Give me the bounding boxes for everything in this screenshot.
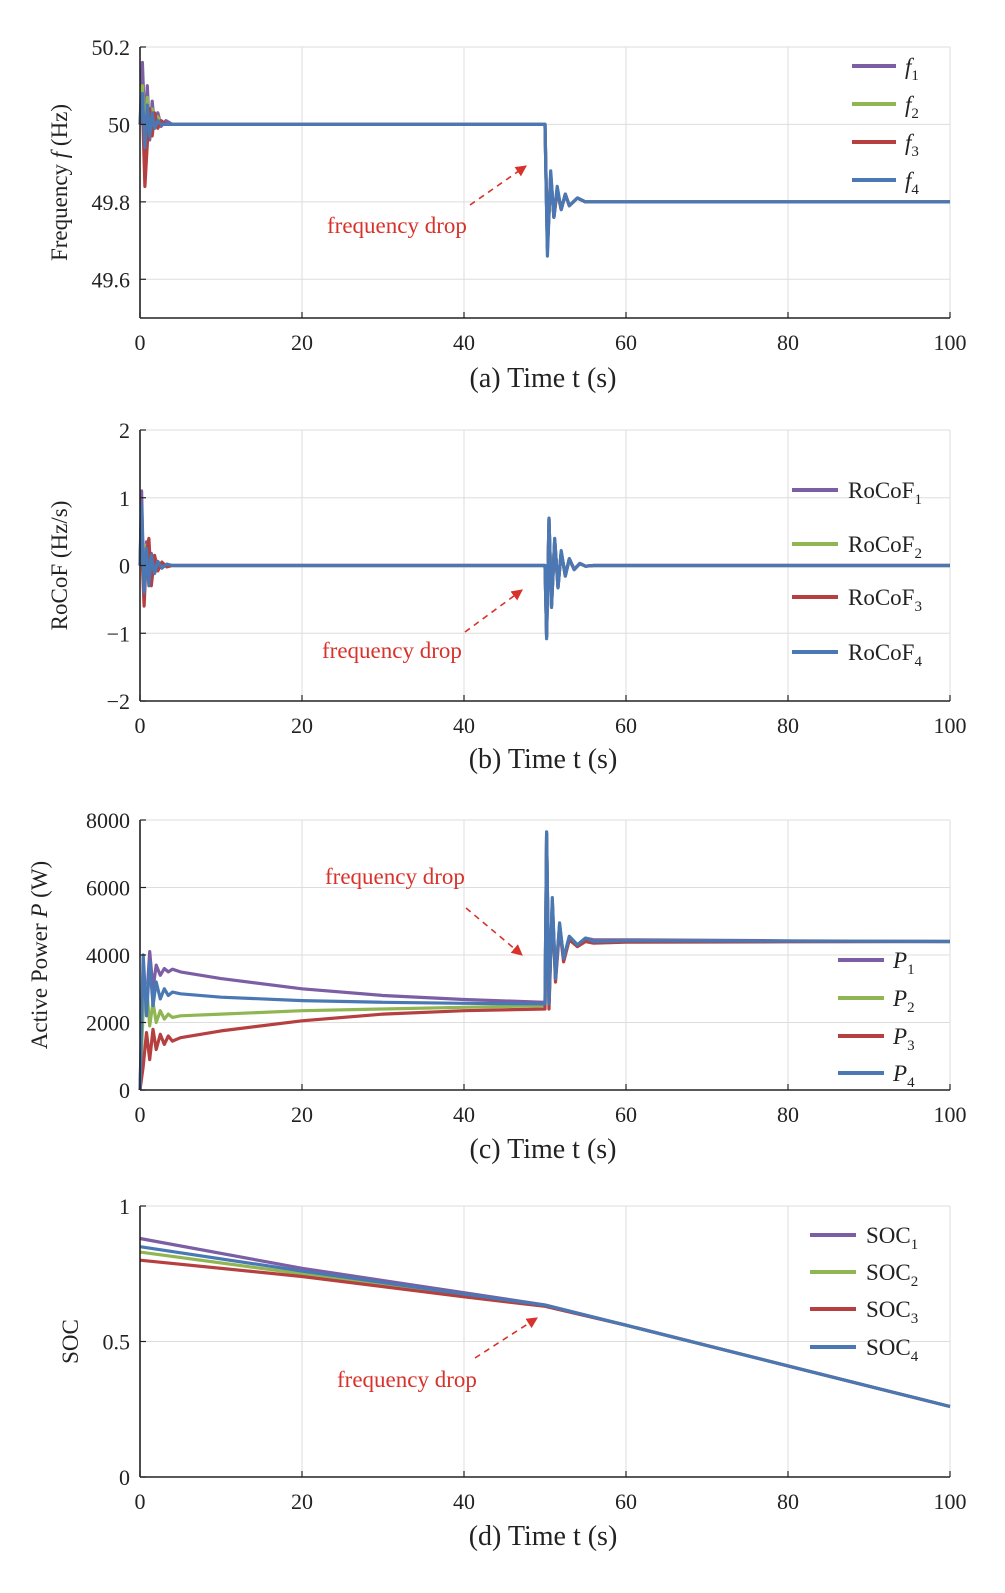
legend-label: RoCoF3 [848, 585, 922, 615]
y-tick-label: 0 [119, 1078, 130, 1103]
y-tick-label: 2000 [86, 1011, 130, 1036]
x-tick-label: 80 [777, 1102, 799, 1127]
annotation-text: frequency drop [325, 864, 465, 889]
legend-label: RoCoF1 [848, 478, 922, 508]
x-tick-label: 20 [291, 713, 313, 738]
annotation-arrow [469, 165, 527, 206]
x-axis-label: (a) Time t (s) [470, 363, 617, 394]
x-tick-label: 100 [934, 330, 967, 355]
legend-label: P2 [892, 986, 915, 1016]
x-tick-label: 0 [135, 1102, 146, 1127]
annotation-text: frequency drop [337, 1367, 477, 1392]
x-tick-label: 20 [291, 1102, 313, 1127]
legend-label: f2 [905, 92, 919, 122]
y-tick-label: 0 [119, 554, 130, 579]
series-line-f4 [138, 91, 950, 258]
legend: P1 P2 P3 P4 [838, 948, 915, 1091]
legend-label: f3 [905, 130, 919, 160]
y-tick-label: 0.5 [103, 1330, 131, 1355]
legend-label: SOC4 [866, 1335, 919, 1365]
panel-b: 0 20 40 60 80 100 −2 −1 0 1 2 (b) Time t (s) RoCoF (… [47, 418, 967, 775]
x-tick-label: 0 [135, 1489, 146, 1514]
x-tick-label: 20 [291, 1489, 313, 1514]
y-tick-label: 49.6 [92, 267, 131, 292]
x-tick-label: 100 [934, 1102, 967, 1127]
legend-label: P4 [892, 1061, 915, 1091]
y-tick-label: −1 [107, 621, 130, 646]
legend-label: P3 [892, 1024, 915, 1054]
x-tick-label: 60 [615, 1489, 637, 1514]
x-tick-label: 0 [135, 330, 146, 355]
annotation-text: frequency drop [322, 638, 462, 663]
legend-label: SOC1 [866, 1223, 918, 1253]
x-tick-label: 80 [777, 713, 799, 738]
y-tick-label: 8000 [86, 808, 130, 833]
x-tick-label: 100 [934, 713, 967, 738]
y-axis-label: RoCoF (Hz/s) [47, 501, 72, 631]
legend-label: f1 [905, 54, 919, 84]
y-axis-label: Frequency f (Hz) [47, 104, 72, 261]
annotation-arrow [464, 589, 523, 633]
x-tick-label: 60 [615, 1102, 637, 1127]
x-tick-label: 60 [615, 330, 637, 355]
legend-label: P1 [892, 948, 915, 978]
x-tick-label: 100 [934, 1489, 967, 1514]
y-tick-label: 1 [119, 1194, 130, 1219]
panel-a: 0 20 40 60 80 100 49.6 49.8 50 50.2 (a) Time t (s)… [47, 35, 967, 394]
x-axis-label: (b) Time t (s) [469, 744, 618, 775]
y-axis-label: SOC [58, 1319, 83, 1364]
legend-label: RoCoF2 [848, 532, 922, 562]
x-tick-label: 20 [291, 330, 313, 355]
series-line-RoCoF4 [138, 502, 950, 641]
x-tick-label: 0 [135, 713, 146, 738]
x-axis-label: (c) Time t (s) [470, 1134, 617, 1165]
x-tick-label: 60 [615, 713, 637, 738]
legend: f1 f2 f3 f4 [852, 54, 919, 198]
legend-label: f4 [905, 168, 919, 198]
x-tick-label: 40 [453, 330, 475, 355]
panel-c: 0 20 40 60 80 100 0 2000 4000 6000 8000 (c) Time t … [27, 808, 967, 1165]
legend: RoCoF1 RoCoF2 RoCoF3 RoCoF4 [792, 478, 922, 670]
y-tick-label: 4000 [86, 943, 130, 968]
legend-label: SOC2 [866, 1260, 918, 1290]
legend-label: RoCoF4 [848, 640, 922, 670]
series-line-SOC4 [139, 1245, 951, 1409]
y-tick-label: 2 [119, 418, 130, 443]
y-tick-label: 1 [119, 486, 130, 511]
annotation-arrow [465, 907, 523, 956]
y-tick-label: 50.2 [92, 35, 131, 60]
x-tick-label: 40 [453, 1489, 475, 1514]
y-tick-label: 0 [119, 1465, 130, 1490]
y-tick-label: 49.8 [92, 190, 131, 215]
x-tick-label: 80 [777, 330, 799, 355]
legend-label: SOC3 [866, 1297, 918, 1327]
y-axis-label: Active Power P (W) [27, 861, 52, 1049]
series-line-P3 [138, 831, 951, 1091]
series-line-P4 [138, 830, 951, 1091]
y-tick-label: 50 [108, 112, 130, 137]
x-tick-label: 80 [777, 1489, 799, 1514]
x-tick-label: 40 [453, 1102, 475, 1127]
x-axis-label: (d) Time t (s) [469, 1521, 618, 1552]
legend: SOC1 SOC2 SOC3 SOC4 [810, 1223, 919, 1365]
y-tick-label: 6000 [86, 876, 130, 901]
annotation-text: frequency drop [327, 213, 467, 238]
annotation-arrow [474, 1317, 538, 1359]
x-tick-label: 40 [453, 713, 475, 738]
y-tick-label: −2 [107, 689, 130, 714]
